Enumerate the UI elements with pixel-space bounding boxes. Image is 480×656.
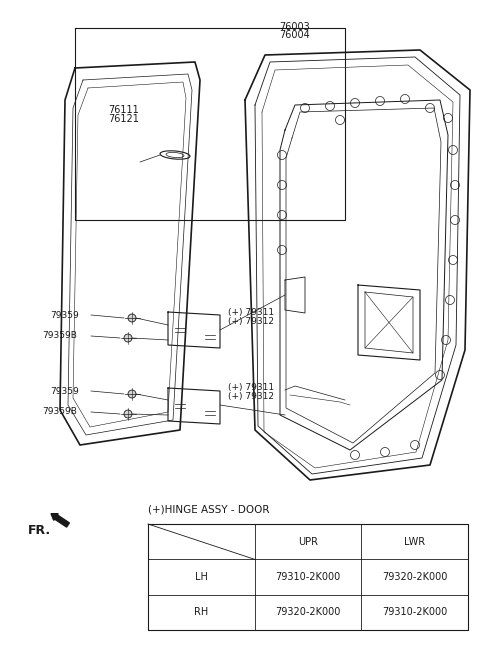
Circle shape bbox=[128, 390, 136, 398]
Text: 79320-2K000: 79320-2K000 bbox=[382, 572, 447, 582]
Text: (+) 79312: (+) 79312 bbox=[228, 317, 274, 326]
Circle shape bbox=[128, 314, 136, 322]
Text: LH: LH bbox=[195, 572, 208, 582]
Text: RH: RH bbox=[194, 607, 208, 617]
Circle shape bbox=[124, 334, 132, 342]
FancyArrow shape bbox=[51, 514, 70, 527]
Text: 76004: 76004 bbox=[280, 30, 311, 40]
Text: 79320-2K000: 79320-2K000 bbox=[276, 607, 341, 617]
Text: (+)HINGE ASSY - DOOR: (+)HINGE ASSY - DOOR bbox=[148, 505, 269, 515]
Text: UPR: UPR bbox=[298, 537, 318, 546]
Text: 76121: 76121 bbox=[108, 114, 139, 124]
Ellipse shape bbox=[160, 151, 190, 159]
Text: 79310-2K000: 79310-2K000 bbox=[382, 607, 447, 617]
Text: (+) 79312: (+) 79312 bbox=[228, 392, 274, 401]
Text: 76111: 76111 bbox=[108, 105, 139, 115]
Text: (+) 79311: (+) 79311 bbox=[228, 308, 274, 317]
Text: 79359: 79359 bbox=[50, 386, 79, 396]
Text: (+) 79311: (+) 79311 bbox=[228, 383, 274, 392]
Text: LWR: LWR bbox=[404, 537, 425, 546]
Circle shape bbox=[124, 410, 132, 418]
Text: FR.: FR. bbox=[28, 523, 51, 537]
Text: 76003: 76003 bbox=[280, 22, 311, 32]
Text: 79359B: 79359B bbox=[42, 407, 77, 417]
Text: 79359: 79359 bbox=[50, 310, 79, 319]
Text: 79359B: 79359B bbox=[42, 331, 77, 340]
Text: 79310-2K000: 79310-2K000 bbox=[276, 572, 341, 582]
